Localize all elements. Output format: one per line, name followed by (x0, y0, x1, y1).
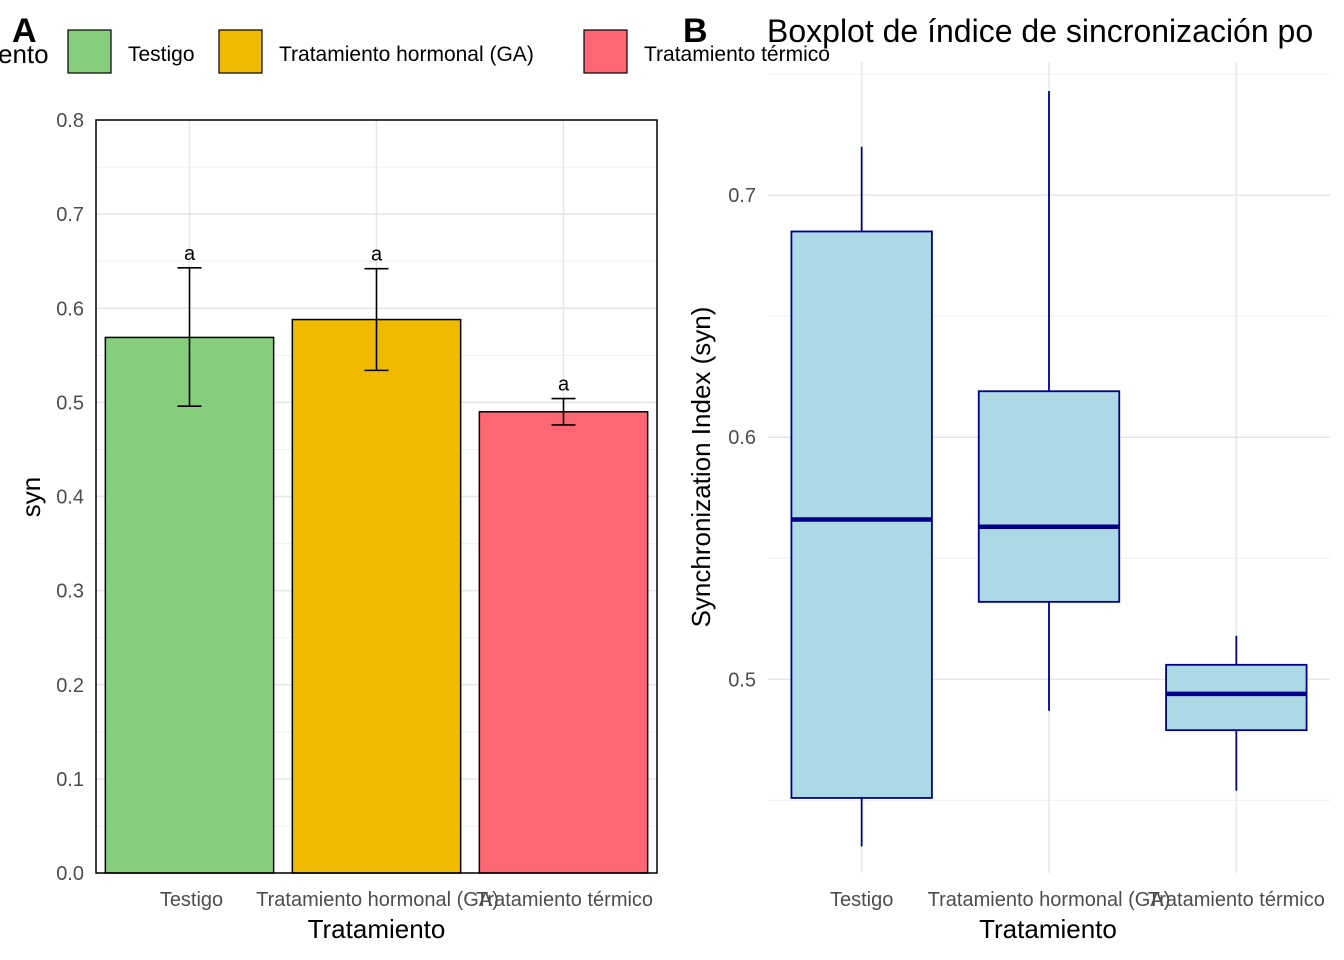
box-tratamiento-termico (1165, 635, 1308, 791)
boxplot-x-title: Tratamiento (979, 914, 1117, 944)
box-iqr (1165, 663, 1308, 732)
legend-label-testigo: Testigo (128, 43, 195, 66)
y-tick-label: 0.6 (56, 298, 84, 320)
boxplot-x-ticks: Testigo Tratamiento hormonal (GA)Tratamie… (830, 889, 1325, 911)
x-tick-label: Testigo (830, 889, 893, 911)
y-tick-label: 0.7 (728, 185, 756, 207)
boxplot-boxes (790, 91, 1308, 847)
y-tick-label: 0.1 (56, 769, 84, 791)
legend-key-hormonal (218, 29, 263, 74)
x-tick-label: Tratamiento hormonal (GA) (928, 889, 1171, 911)
panel-tag-b: B (683, 12, 708, 50)
legend: ento Testigo Tratamiento hormonal (GA) T… (0, 29, 830, 74)
bar-chart-x-title: Tratamiento (308, 914, 446, 944)
boxplot-y-title: Synchronization Index (syn) (686, 307, 716, 628)
y-tick-label: 0.2 (56, 675, 84, 697)
bar-tratamiento-termico (478, 411, 649, 874)
y-tick-label: 0.8 (56, 110, 84, 132)
bar-chart-y-ticks: 0.0 0.1 0.2 0.3 0.4 0.5 0.6 0.7 0.8 (56, 110, 84, 885)
box-testigo (790, 146, 933, 847)
significance-letter: a (558, 374, 570, 396)
box-iqr (977, 390, 1121, 603)
plot-title-b: Boxplot de índice de sincronización po (767, 13, 1313, 49)
bar-testigo (104, 336, 275, 874)
error-bar-tratamiento-hormonal-ga (364, 267, 389, 372)
bar-tratamiento-hormonal-ga (291, 318, 462, 874)
error-bar-testigo (177, 266, 202, 407)
bar-chart-bars: a a a (104, 243, 649, 874)
legend-label-hormonal: Tratamiento hormonal (GA) (279, 43, 534, 66)
y-tick-label: 0.6 (728, 427, 756, 449)
legend-title: ento (0, 39, 49, 69)
y-tick-label: 0.5 (728, 669, 756, 691)
significance-letter: a (184, 243, 196, 265)
bar-chart-panel: a aa 0.00.10.20.30.40.50.60.70.8 Testigo T… (16, 110, 658, 944)
bar-chart-border (95, 119, 658, 874)
box-iqr (790, 230, 933, 799)
x-tick-label: Tratamiento hormonal (GA) (256, 889, 499, 911)
y-tick-label: 0.0 (56, 863, 84, 885)
error-bar-tratamiento-termico (551, 397, 576, 426)
significance-letter: a (371, 244, 383, 266)
legend-key-termico (583, 29, 628, 74)
legend-label-termico: Tratamiento térmico (644, 43, 830, 66)
x-tick-label: Tratamiento térmico (476, 889, 653, 911)
boxplot-y-ticks: 0.5 0.6 0.7 (728, 185, 756, 691)
x-tick-label: Testigo (160, 889, 223, 911)
panel-tag-a: A (12, 12, 37, 50)
y-tick-label: 0.4 (56, 487, 84, 509)
bar-chart-x-ticks: Testigo Tratamiento hormonal (GA)Tratamie… (160, 889, 653, 911)
y-tick-label: 0.7 (56, 204, 84, 226)
boxplot-panel: 0.5 0.6 0.7 Testigo Tratamiento hormonal (G… (686, 62, 1330, 944)
y-tick-label: 0.5 (56, 392, 84, 414)
box-tratamiento-hormonal-ga (977, 91, 1121, 711)
bar-chart-y-title: syn (16, 477, 46, 517)
legend-key-testigo (67, 29, 112, 74)
y-tick-label: 0.3 (56, 581, 84, 603)
x-tick-label: Tratamiento térmico (1148, 889, 1325, 911)
